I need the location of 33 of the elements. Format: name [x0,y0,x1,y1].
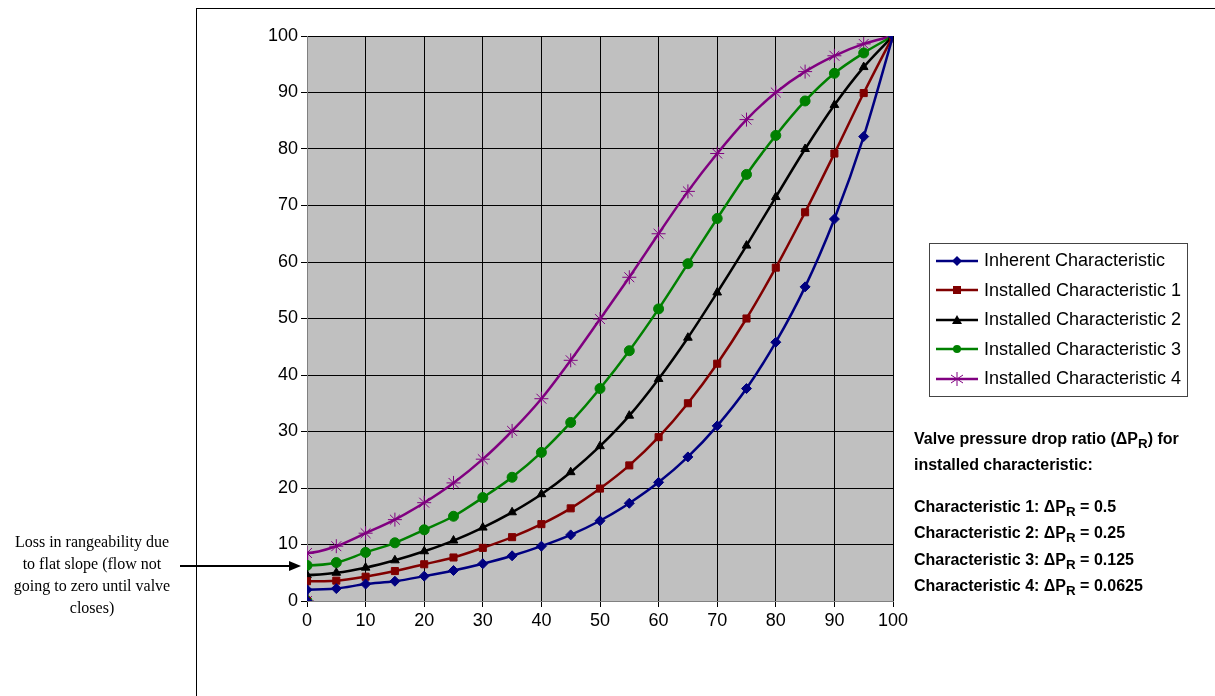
y-tick-label: 50 [277,307,298,328]
y-tick-label: 20 [277,476,298,497]
x-tick-label: 0 [301,609,313,630]
legend-label: Installed Characteristic 1 [984,279,1182,301]
x-tick-label: 80 [765,609,786,630]
x-tick-label: 60 [648,609,669,630]
x-tick-label: 30 [472,609,493,630]
text: Valve pressure drop ratio (ΔP$_{R}$) for installed characteristic: [914,430,1179,474]
y-tick-label: 80 [277,137,298,158]
y-tick-label: 30 [277,420,298,441]
x-tick-label: 10 [355,609,376,630]
legend-label: Inherent Characteristic [984,250,1166,272]
text: Characteristic 4: ΔP$_{R}$ = 0.0625 [914,575,1144,600]
text: Loss in rangeability due to flat slope (flow not going to zero until valve closes) [12,532,172,619]
x-tick-label: 70 [707,609,728,630]
legend-label: Installed Characteristic 3 [984,338,1182,360]
y-tick-label: 60 [277,250,298,271]
text: Characteristic 2: ΔP$_{R}$ = 0.25 [914,523,1127,548]
legend-label: Installed Characteristic 2 [984,309,1182,331]
x-tick-label: 90 [824,609,845,630]
y-tick-label: 40 [277,363,298,384]
x-tick-label: 20 [414,609,435,630]
legend-label: Installed Characteristic 4 [984,368,1182,390]
y-tick-label: 70 [277,194,298,215]
x-tick-label: 100 [877,609,909,630]
x-tick-label: 40 [531,609,552,630]
y-tick-label: 10 [277,533,298,554]
y-tick-label: 90 [277,81,298,102]
y-tick-label: 0 [287,589,298,610]
y-tick-label: 100 [267,24,298,45]
text: Characteristic 3: ΔP$_{R}$ = 0.125 [914,549,1135,574]
text: Characteristic 1: ΔP$_{R}$ = 0.5 [914,497,1118,522]
x-tick-label: 50 [589,609,611,630]
